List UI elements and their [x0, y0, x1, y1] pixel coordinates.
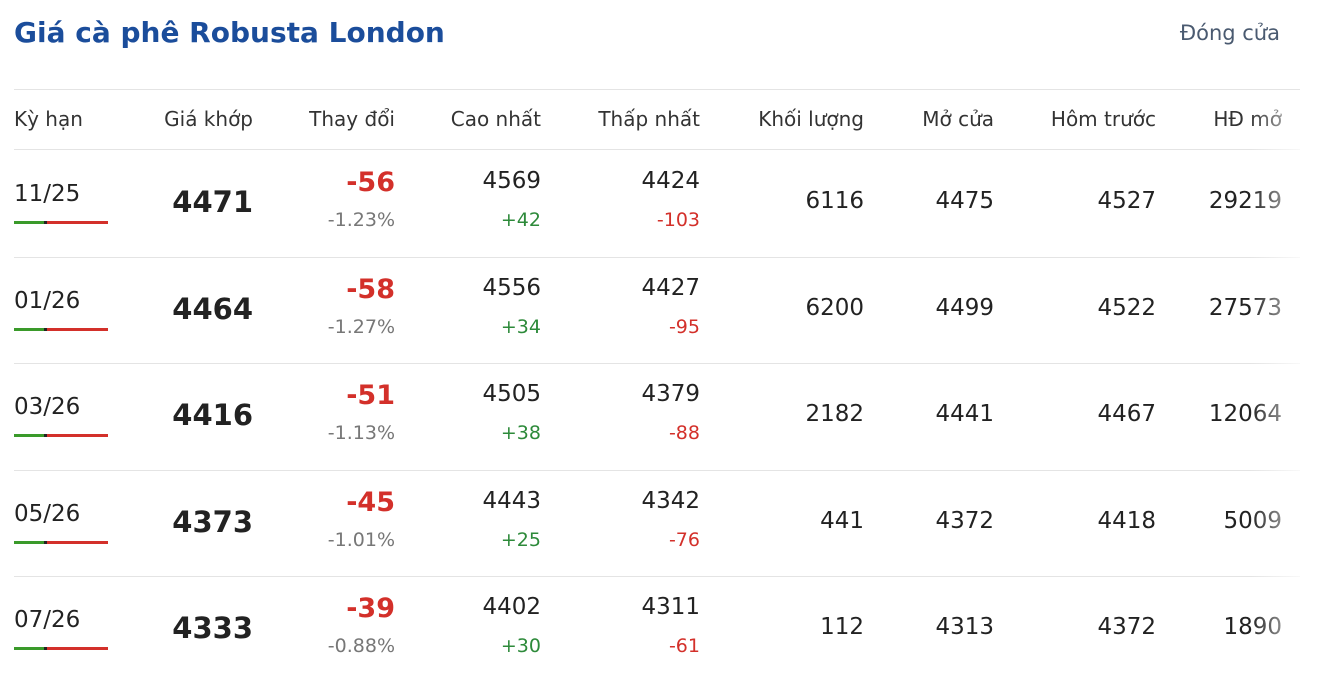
term: 03/26	[14, 394, 81, 421]
low-diff: -76	[668, 528, 700, 551]
divider	[14, 89, 1300, 90]
low-diff: -95	[668, 315, 700, 338]
low: 4379	[641, 381, 700, 408]
volume: 6116	[805, 188, 864, 215]
change-percent: -1.27%	[327, 315, 395, 338]
column-header: Thay đổi	[309, 107, 395, 131]
high-diff: +42	[500, 209, 541, 232]
range-segment	[14, 540, 44, 544]
column-header: Cao nhất	[450, 107, 541, 131]
change: -39	[346, 593, 395, 625]
previous: 4372	[1097, 614, 1156, 641]
volume: 6200	[805, 294, 864, 321]
change-percent: -1.01%	[327, 528, 395, 551]
match-price: 4416	[172, 398, 253, 433]
range-segment	[14, 327, 44, 331]
open: 4313	[935, 614, 994, 641]
previous: 4418	[1097, 507, 1156, 534]
low-diff: -103	[656, 209, 700, 232]
open: 4441	[935, 401, 994, 428]
column-header: Kỳ hạn	[14, 107, 83, 131]
range-segment	[14, 647, 44, 651]
volume: 112	[820, 614, 864, 641]
high: 4443	[482, 487, 541, 514]
term: 11/25	[14, 181, 81, 208]
low: 4342	[641, 487, 700, 514]
divider	[14, 576, 1300, 577]
previous: 4522	[1097, 294, 1156, 321]
match-price: 4471	[172, 185, 253, 220]
change: -58	[346, 273, 395, 305]
change-percent: -1.13%	[327, 422, 395, 445]
match-price: 4333	[172, 611, 253, 646]
divider	[14, 363, 1300, 364]
market-status: Đóng cửa	[1179, 21, 1280, 45]
high: 4569	[482, 168, 541, 195]
low: 4311	[641, 594, 700, 621]
change: -45	[346, 486, 395, 518]
range-segment	[44, 327, 47, 331]
high-diff: +30	[500, 635, 541, 658]
title: Giá cà phê Robusta London	[14, 16, 445, 49]
range-segment	[14, 221, 44, 225]
low-diff: -61	[668, 635, 700, 658]
change: -56	[346, 167, 395, 199]
term: 01/26	[14, 287, 81, 314]
high-diff: +34	[500, 315, 541, 338]
high-diff: +38	[500, 422, 541, 445]
change-percent: -1.23%	[327, 209, 395, 232]
change: -51	[346, 380, 395, 412]
range-bar	[14, 540, 108, 544]
column-header: Giá khớp	[164, 107, 253, 131]
column-header: Thấp nhất	[598, 107, 700, 131]
range-bar	[14, 327, 108, 331]
previous: 4527	[1097, 188, 1156, 215]
column-header: Khối lượng	[758, 107, 864, 131]
volume: 441	[820, 507, 864, 534]
fade-overlay	[1250, 90, 1300, 680]
low: 4427	[641, 274, 700, 301]
open: 4499	[935, 294, 994, 321]
range-segment	[44, 434, 47, 438]
range-bar	[14, 647, 108, 651]
match-price: 4373	[172, 504, 253, 539]
column-header: Mở cửa	[922, 107, 994, 131]
high-diff: +25	[500, 528, 541, 551]
divider	[14, 149, 1300, 150]
range-segment	[44, 221, 47, 225]
range-bar	[14, 221, 108, 225]
term: 07/26	[14, 607, 81, 634]
low-diff: -88	[668, 422, 700, 445]
open: 4475	[935, 188, 994, 215]
column-header: Hôm trước	[1050, 107, 1156, 131]
range-segment	[44, 647, 47, 651]
high: 4505	[482, 381, 541, 408]
term: 05/26	[14, 500, 81, 527]
divider	[14, 469, 1300, 471]
range-bar	[14, 434, 108, 438]
range-segment	[44, 540, 47, 544]
low: 4424	[641, 168, 700, 195]
change-percent: -0.88%	[327, 635, 395, 658]
volume: 2182	[805, 401, 864, 428]
open: 4372	[935, 507, 994, 534]
high: 4402	[482, 594, 541, 621]
high: 4556	[482, 274, 541, 301]
match-price: 4464	[172, 291, 253, 326]
previous: 4467	[1097, 401, 1156, 428]
range-segment	[14, 434, 44, 438]
divider	[14, 256, 1300, 258]
